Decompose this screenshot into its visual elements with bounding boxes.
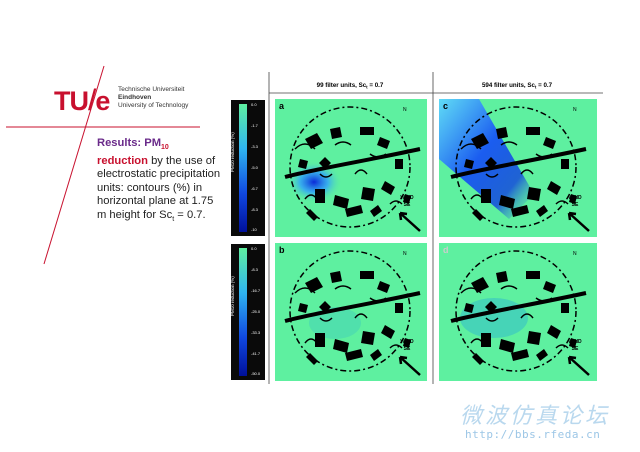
logo-e: e: [95, 86, 110, 116]
panel-d: d N WIND SE: [439, 243, 597, 381]
colorbar-top-tick: 0.0: [251, 102, 257, 107]
north-label: N: [573, 251, 577, 257]
reduction-label: reduction: [97, 154, 148, 167]
tue-logo-text: Technische Universiteit Eindhoven Univer…: [118, 86, 188, 110]
panel-label: b: [279, 245, 285, 255]
wind-direction-label: SE: [404, 202, 411, 208]
north-label: N: [403, 251, 407, 257]
colorbar-bottom-tick: 0.0: [251, 246, 257, 251]
panel-c: c N WIND SE: [439, 99, 597, 237]
logo-tu: TU: [54, 86, 89, 116]
colorbar-bottom-tick: -25.0: [251, 309, 261, 314]
colorbar-top-tick: -6.7: [251, 186, 259, 191]
results-body: by the use of electrostatic precipitatio…: [97, 154, 221, 221]
logo-line-3: University of Technology: [118, 102, 189, 109]
colorbar-bottom: PM10 reduction (%) 0.0 -8.3 -16.7 -25.0 …: [230, 244, 265, 380]
colorbar-bottom-tick: -50.0: [251, 371, 261, 376]
colorbar-top-label: PM10 reduction (%): [230, 132, 235, 172]
colorbar-top-tick: -8.3: [251, 207, 259, 212]
wind-arrow-icon: [567, 211, 590, 232]
panel-a: a N WIND SE: [275, 99, 427, 237]
wind-label: WIND: [568, 339, 582, 345]
wind-arrow-icon: [567, 355, 590, 376]
wind-arrow-icon: [398, 355, 421, 376]
watermark-title: 微波仿真论坛: [460, 404, 611, 429]
colorbar-top: PM10 reduction (%) 0.0 -1.7 -3.3 -5.0 -6…: [230, 100, 265, 236]
north-label: N: [403, 107, 407, 113]
colorbar-bottom-label: PM10 reduction (%): [230, 276, 235, 316]
colorbar-top-tick: -3.3: [251, 144, 259, 149]
logo-line-1: Technische Universiteit: [118, 86, 185, 93]
colorbar-bottom-tick: -8.3: [251, 267, 259, 272]
panel-label: c: [443, 101, 448, 111]
wind-direction-label: SE: [572, 202, 579, 208]
wind-arrow-icon: [398, 211, 421, 232]
wind-label: WIND: [400, 195, 414, 201]
wind-label: WIND: [568, 195, 582, 201]
results-label: Results: PM: [97, 137, 162, 149]
col2-header: 594 filter units, Sct = 0.7: [482, 82, 553, 90]
wind-direction-label: SE: [572, 346, 579, 352]
watermark-url: http://bbs.rfeda.cn: [465, 428, 601, 441]
wind-label: WIND: [400, 339, 414, 345]
results-caption: Results: PM10 reduction by the use of el…: [97, 137, 222, 226]
panel-label: d: [443, 245, 449, 255]
colorbar-bottom-tick: -33.3: [251, 330, 261, 335]
panel-b: b N WIND SE: [275, 243, 427, 381]
colorbar-top-tick: -10: [251, 227, 258, 232]
results-body-end: = 0.7.: [174, 208, 206, 221]
north-label: N: [573, 107, 577, 113]
wind-direction-label: SE: [404, 346, 411, 352]
results-body-subscript: t: [172, 215, 175, 223]
panel-label: a: [279, 101, 285, 111]
logo-line-2: Eindhoven: [118, 94, 152, 101]
colorbar-top-tick: -1.7: [251, 123, 259, 128]
tue-logo-mark: TU/e: [54, 84, 110, 117]
figure-pm10-contours: 99 filter units, Sct = 0.7 594 filter un…: [230, 72, 603, 384]
col1-header: 99 filter units, Sct = 0.7: [317, 82, 384, 90]
colorbar-bottom-tick: -16.7: [251, 288, 261, 293]
colorbar-bottom-tick: -41.7: [251, 351, 261, 356]
results-subscript: 10: [161, 144, 169, 152]
colorbar-top-tick: -5.0: [251, 165, 259, 170]
